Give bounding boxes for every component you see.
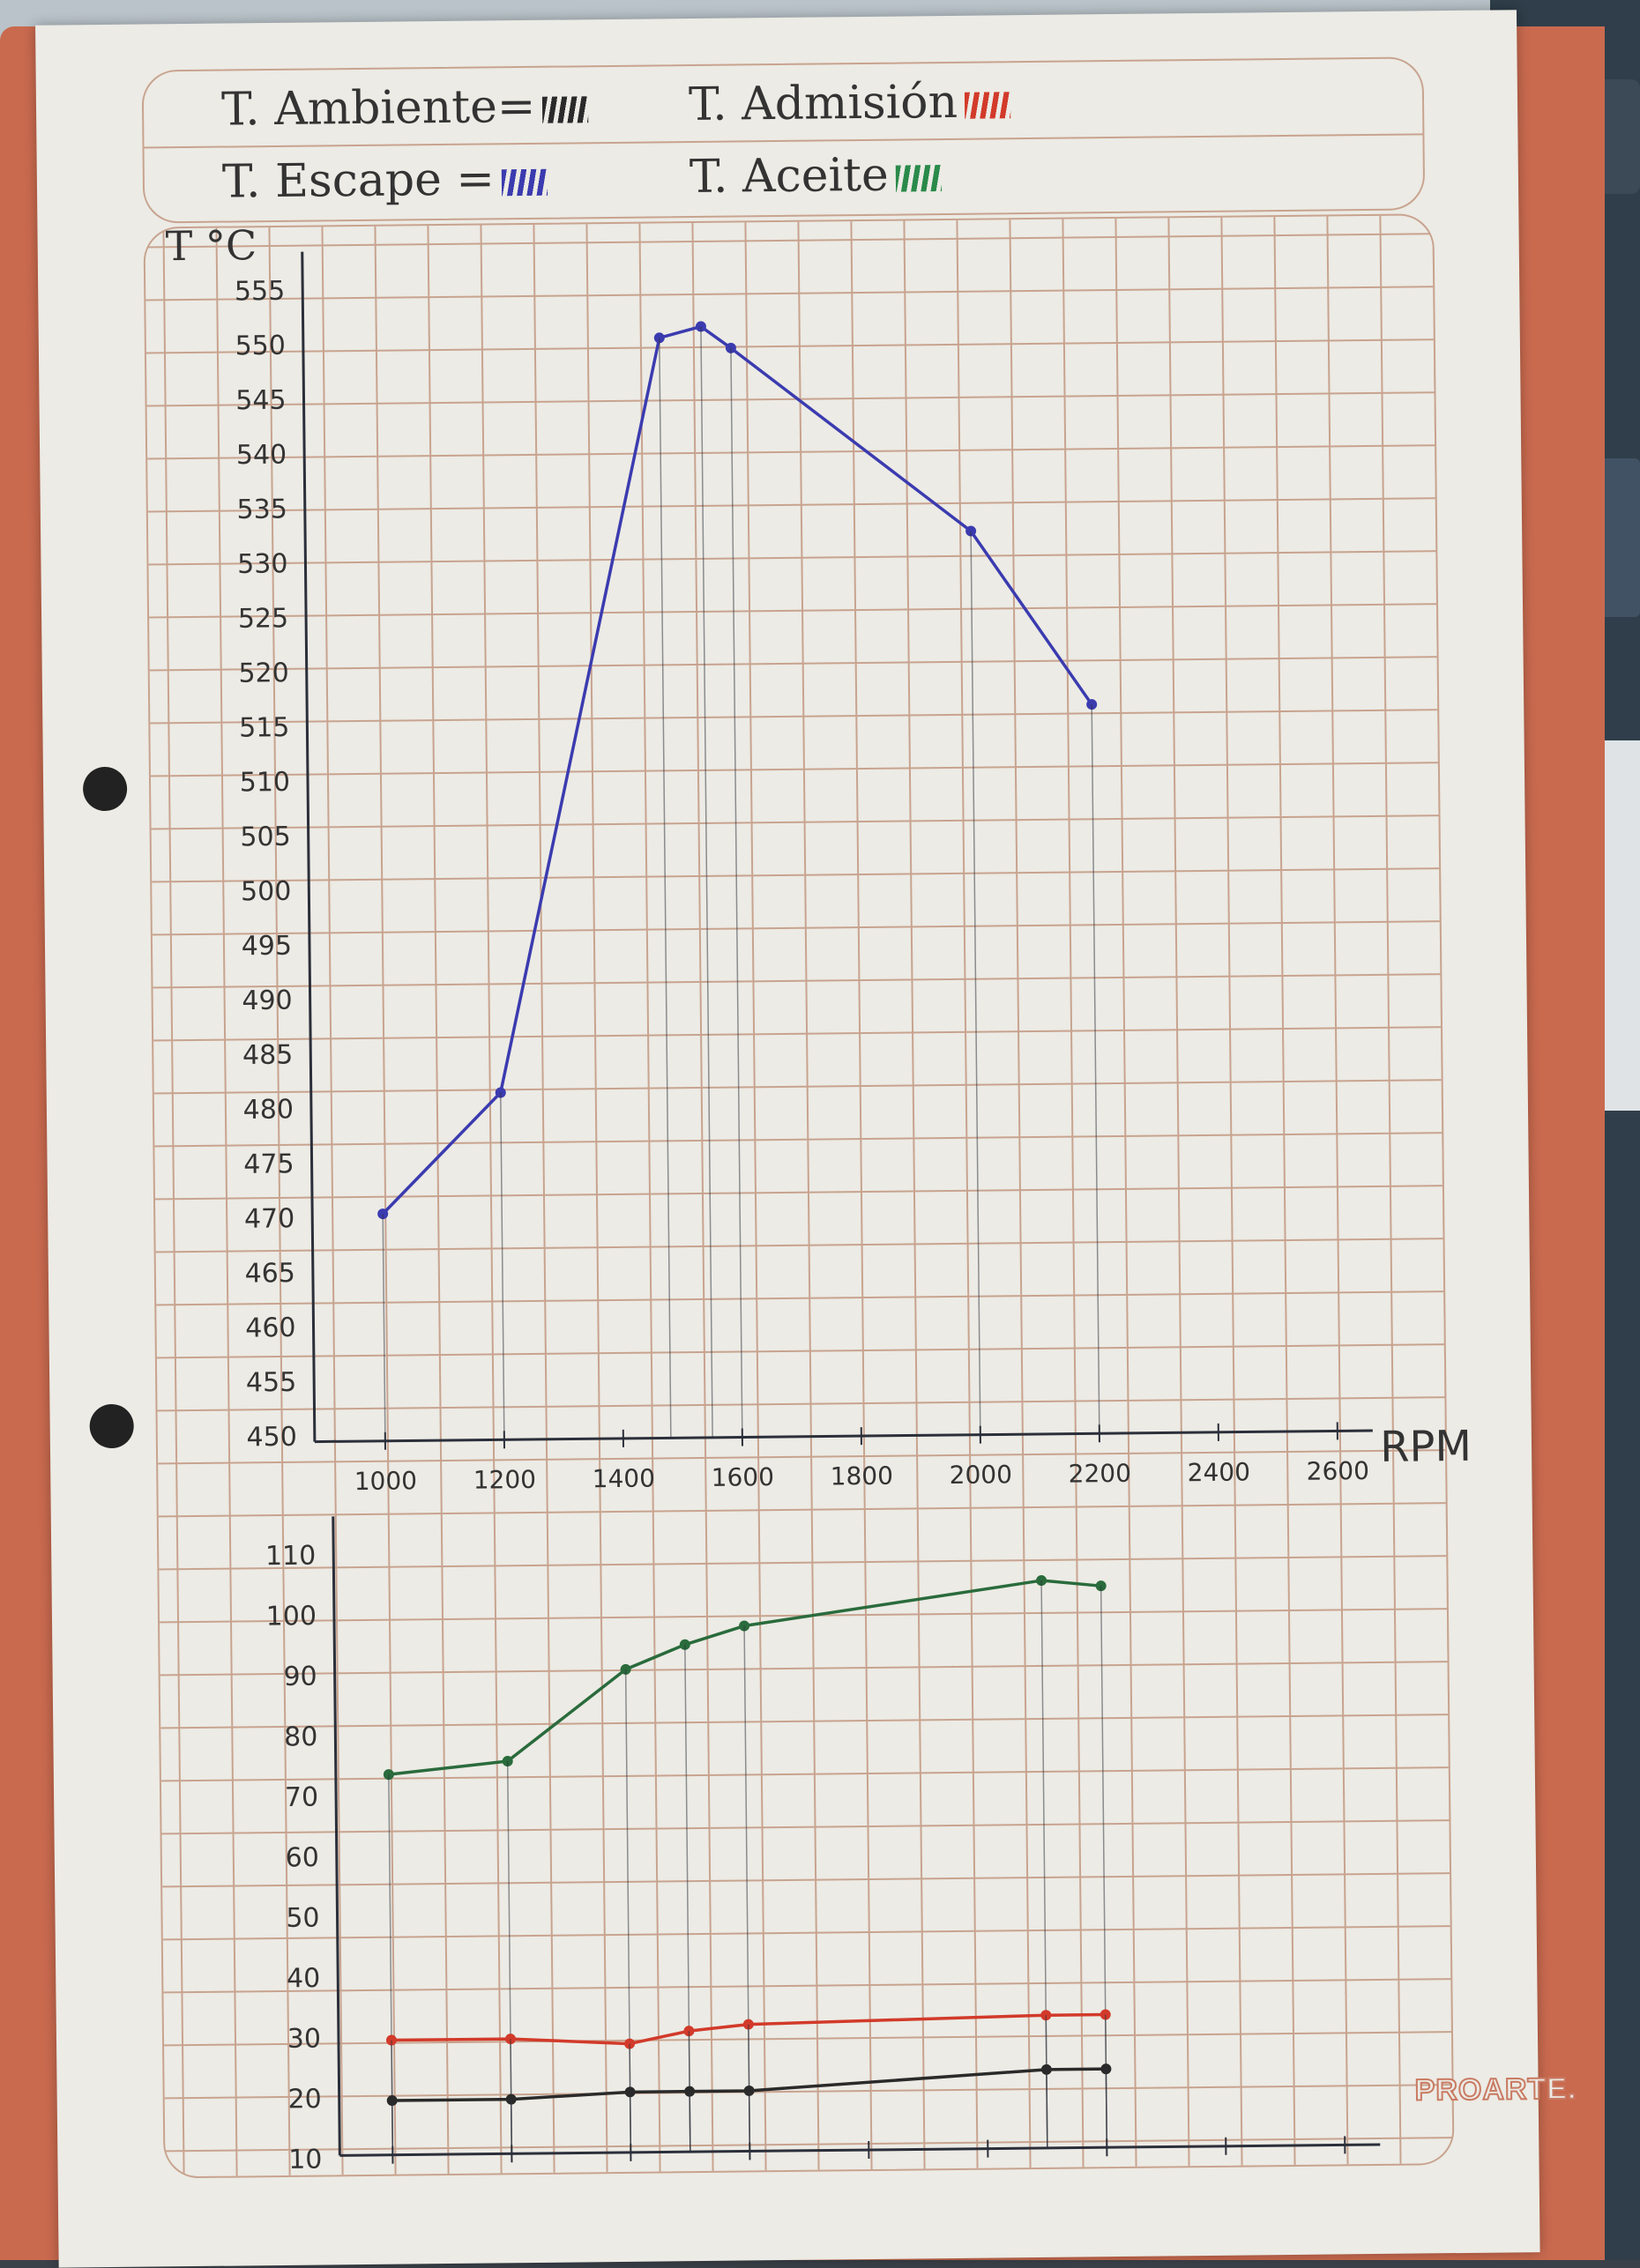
y-tick-label: 520 [238, 658, 289, 689]
y-tick-label: 60 [285, 1842, 319, 1873]
drop-line [392, 2101, 393, 2155]
y-tick-label: 70 [285, 1782, 319, 1813]
y-tick-label: 10 [288, 2145, 323, 2175]
drop-line [701, 326, 712, 1437]
y-tick-label: 555 [235, 276, 286, 308]
y-tick-label: 515 [239, 712, 290, 744]
y-tick-label: 460 [245, 1312, 296, 1344]
brand-logo: PROARTE. [1414, 2072, 1577, 2108]
y-tick-label: 110 [265, 1541, 317, 1573]
x-axis-line-1 [315, 1431, 1373, 1442]
drop-line [383, 1214, 385, 1441]
y-tick-label: 480 [242, 1094, 294, 1126]
y-tick-label: 550 [235, 331, 286, 362]
y-tick-label: 465 [244, 1258, 295, 1290]
y-tick-label: 530 [237, 548, 288, 580]
x-tick-label: 1800 [831, 1461, 894, 1491]
drop-line [1106, 2069, 1107, 2147]
graph-paper-sheet: T. Ambiente= T. Admisión T. Escape = T. … [35, 10, 1540, 2267]
y-tick-label: 540 [236, 440, 287, 472]
drop-line [1092, 704, 1100, 1433]
drop-line [511, 2100, 512, 2154]
y-tick-label: 500 [241, 876, 292, 908]
drop-line [660, 338, 671, 1438]
y-tick-label: 50 [286, 1903, 320, 1934]
y-tick-label: 40 [287, 1963, 321, 1994]
drop-line [731, 348, 742, 1438]
drop-line [501, 1093, 504, 1440]
y-tick-label: 545 [235, 385, 287, 417]
y-tick-label: 485 [242, 1039, 294, 1071]
x-tick-label: 1200 [473, 1465, 537, 1495]
y-tick-label: 450 [246, 1422, 297, 1454]
y-axis-line-1 [302, 252, 315, 1442]
y-tick-label: 90 [283, 1662, 317, 1692]
x-tick-label: 1000 [354, 1466, 418, 1496]
y-tick-label: 470 [244, 1203, 295, 1235]
temperature-charts: 450 455 460 465 470 475 480 485 490 495 500 505 510 5… [35, 10, 1540, 2267]
drop-line [971, 531, 980, 1434]
y-tick-label: 100 [266, 1601, 317, 1632]
drop-line [630, 2092, 631, 2152]
y-tick-label: 475 [243, 1149, 294, 1180]
y-tick-label: 455 [246, 1367, 297, 1399]
y-tick-label: 505 [240, 822, 291, 853]
drop-line [749, 2091, 750, 2151]
y-tick-label: 525 [238, 603, 289, 635]
x-tick-label: 1600 [712, 1462, 775, 1492]
y-tick-label: 535 [236, 494, 287, 525]
y-tick-label: 495 [242, 931, 293, 963]
y-tick-label: 80 [284, 1721, 318, 1752]
y-axis-line-2 [333, 1516, 340, 2155]
y-tick-label: 510 [240, 767, 291, 799]
x-tick-label: 2400 [1188, 1457, 1251, 1487]
y-tick-label: 490 [242, 985, 293, 1017]
y-tick-label: 20 [287, 2084, 322, 2115]
x-tick-label: 1400 [593, 1464, 656, 1494]
x-axis-line-2 [339, 2145, 1380, 2155]
x-tick-label: 2000 [950, 1460, 1013, 1490]
x-tick-label: 2600 [1306, 1456, 1369, 1486]
x-tick-label: 2200 [1069, 1459, 1132, 1489]
y-tick-label: 30 [287, 2024, 322, 2055]
x-axis-label: RPM [1380, 1422, 1472, 1472]
